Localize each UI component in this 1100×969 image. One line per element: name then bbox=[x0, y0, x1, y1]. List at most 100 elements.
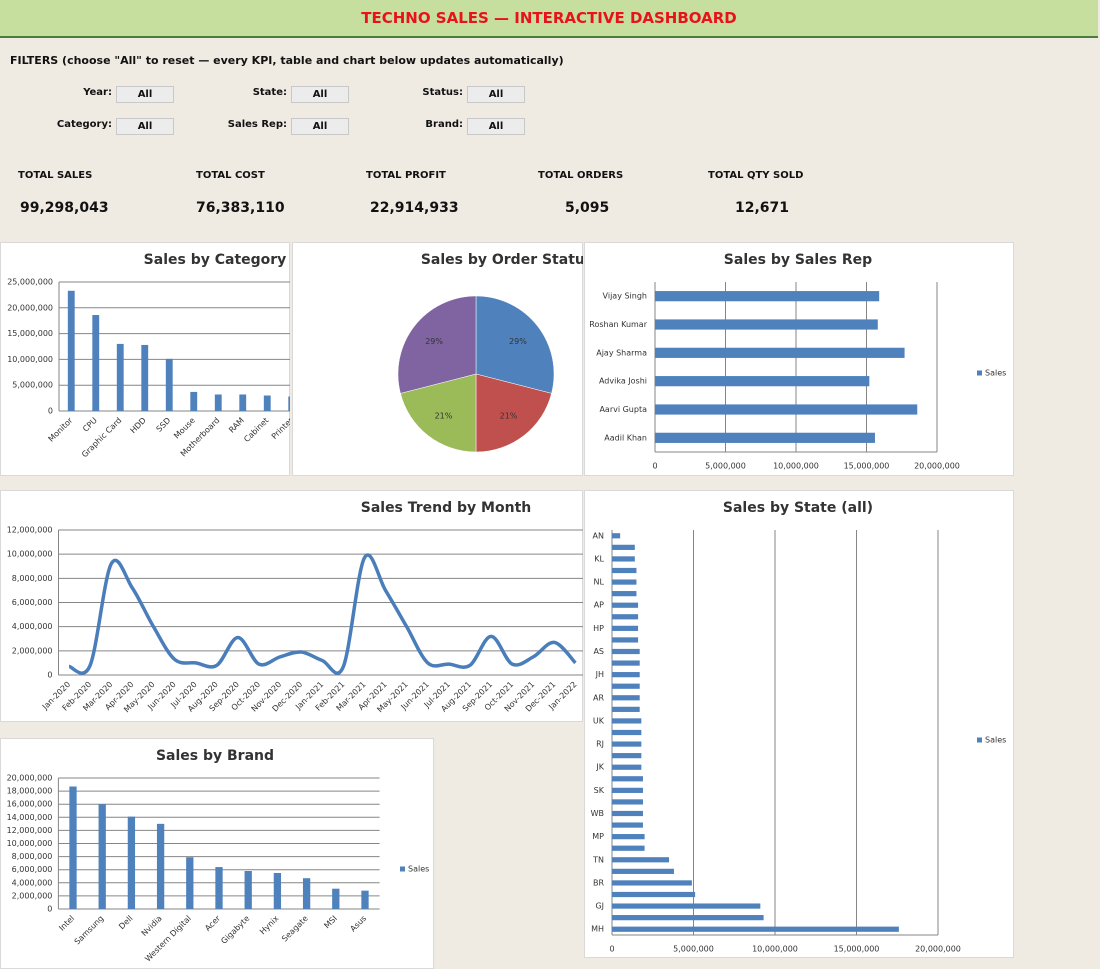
bar bbox=[612, 764, 642, 770]
bar bbox=[612, 544, 635, 550]
bar bbox=[288, 396, 290, 411]
x-tick-label: 15,000,000 bbox=[844, 462, 890, 471]
filter-label: Status: bbox=[422, 87, 463, 98]
filter-dropdown[interactable]: All bbox=[116, 118, 174, 135]
y-tick-label: 20,000,000 bbox=[7, 303, 53, 312]
pie-slice bbox=[475, 373, 552, 453]
bar bbox=[612, 799, 643, 805]
y-tick-label: Advika Joshi bbox=[599, 377, 647, 386]
chart-panel: Sales by Sales Rep 0 5,000,000 10,000,000 15… bbox=[584, 242, 1014, 476]
y-tick-label: GJ bbox=[595, 902, 604, 911]
bar bbox=[655, 376, 870, 387]
panel-background bbox=[0, 490, 583, 722]
chart-panel: Sales Trend by Month 0 2,000,000 4,000,000 6… bbox=[0, 490, 583, 722]
y-tick-label: 8,000,000 bbox=[12, 574, 53, 583]
legend-swatch bbox=[400, 866, 405, 872]
bar bbox=[612, 695, 640, 701]
y-tick-label: 8,000,000 bbox=[12, 852, 53, 861]
bar bbox=[141, 344, 149, 411]
y-tick-label: 2,000,000 bbox=[12, 891, 53, 900]
bar bbox=[612, 741, 642, 747]
bar bbox=[612, 567, 637, 574]
value-label: 29% bbox=[509, 337, 527, 346]
kpi-value: 5,095 bbox=[565, 200, 610, 216]
y-tick-label: 2,000,000 bbox=[12, 646, 53, 655]
kpi-value: 76,383,110 bbox=[196, 200, 285, 216]
bar bbox=[332, 888, 340, 909]
kpi-label: TOTAL COST bbox=[196, 170, 265, 181]
y-tick-label: HP bbox=[593, 624, 604, 633]
value-label: 21% bbox=[500, 411, 518, 420]
x-tick-label: 20,000,000 bbox=[914, 462, 960, 471]
filter-label: Year: bbox=[83, 87, 112, 98]
y-tick-label: BR bbox=[593, 878, 604, 887]
bar bbox=[655, 291, 880, 302]
y-tick-label: TN bbox=[592, 855, 604, 864]
filter-dropdown[interactable]: All bbox=[291, 86, 349, 103]
bar bbox=[612, 637, 639, 643]
x-tick-label: 10,000,000 bbox=[752, 945, 798, 954]
bar bbox=[612, 891, 696, 898]
filter-dropdown[interactable]: All bbox=[291, 118, 349, 135]
y-tick-label: MP bbox=[592, 832, 604, 841]
x-tick-label: 0 bbox=[609, 945, 614, 954]
y-tick-label: WB bbox=[591, 809, 604, 818]
chart-panel: Sales by Brand 0 2,000,000 4,000,000 6,000,0… bbox=[0, 738, 434, 969]
y-tick-label: 18,000,000 bbox=[7, 787, 53, 796]
legend-swatch bbox=[977, 737, 982, 743]
filter-dropdown[interactable]: All bbox=[116, 86, 174, 103]
bar bbox=[273, 872, 282, 909]
y-tick-label: 14,000,000 bbox=[7, 813, 53, 822]
y-tick-label: AP bbox=[594, 601, 604, 610]
y-tick-label: AS bbox=[593, 647, 604, 656]
bar bbox=[612, 822, 643, 828]
y-tick-label: 10,000,000 bbox=[7, 839, 53, 848]
y-tick-label: Aadil Khan bbox=[604, 433, 647, 442]
y-tick-label: KL bbox=[594, 554, 604, 563]
y-tick-label: MH bbox=[591, 925, 604, 934]
filter-label: Category: bbox=[56, 119, 112, 130]
bar bbox=[612, 868, 674, 874]
filter-dropdown[interactable]: All bbox=[467, 118, 525, 135]
x-tick-label: 10,000,000 bbox=[773, 462, 819, 471]
x-tick-label: 5,000,000 bbox=[673, 945, 714, 954]
y-tick-label: 6,000,000 bbox=[12, 598, 53, 607]
kpi-value: 22,914,933 bbox=[370, 200, 459, 216]
y-tick-label: 10,000,000 bbox=[7, 550, 53, 559]
y-tick-label: 16,000,000 bbox=[7, 800, 53, 809]
kpi-value: 99,298,043 bbox=[20, 200, 109, 216]
bar bbox=[612, 672, 640, 678]
panel-background bbox=[0, 738, 434, 969]
bar bbox=[612, 718, 642, 724]
bar bbox=[612, 556, 635, 562]
bar bbox=[98, 804, 106, 909]
chart-title: Sales by Brand bbox=[156, 748, 274, 764]
bar bbox=[263, 395, 271, 411]
kpi-label: TOTAL ORDERS bbox=[538, 170, 624, 181]
y-tick-label: AN bbox=[593, 531, 604, 540]
bar bbox=[156, 823, 165, 909]
filter-label: Sales Rep: bbox=[227, 119, 287, 130]
bar bbox=[655, 404, 918, 415]
bar bbox=[214, 394, 222, 411]
y-tick-label: JK bbox=[595, 763, 604, 772]
y-tick-label: 25,000,000 bbox=[7, 278, 53, 287]
bar bbox=[612, 625, 639, 631]
y-tick-label: 4,000,000 bbox=[12, 622, 53, 631]
x-tick-label: 5,000,000 bbox=[705, 462, 746, 471]
bar bbox=[612, 729, 642, 736]
y-tick-label: SK bbox=[594, 786, 605, 795]
bar bbox=[92, 315, 100, 411]
filter-dropdown[interactable]: All bbox=[467, 86, 525, 103]
bar bbox=[612, 579, 637, 585]
bar bbox=[239, 394, 247, 411]
value-label: 29% bbox=[425, 337, 443, 346]
bar bbox=[612, 776, 643, 782]
y-tick-label: RJ bbox=[596, 740, 604, 749]
chart-title: Sales by Order Status bbox=[421, 252, 583, 268]
kpi-label: TOTAL PROFIT bbox=[366, 170, 446, 181]
y-tick-label: UK bbox=[593, 716, 605, 725]
y-tick-label: Vijay Singh bbox=[603, 292, 647, 301]
chart-panel: Sales by Order Status 29% 21% 21% 29% bbox=[292, 242, 583, 476]
pie-slice bbox=[475, 295, 555, 394]
